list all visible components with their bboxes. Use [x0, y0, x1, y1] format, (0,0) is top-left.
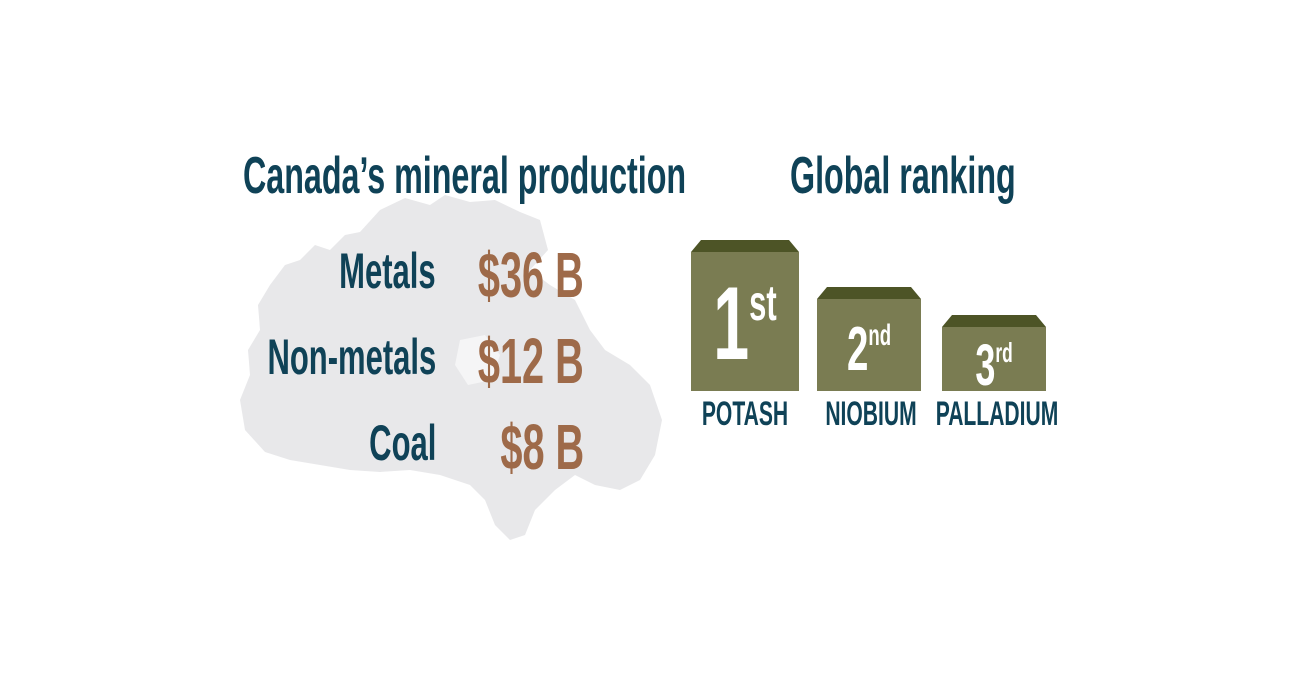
rank-number: 2 [846, 315, 869, 384]
potash-label: POTASH [701, 395, 789, 433]
podium-top [942, 315, 1046, 327]
rank-number: 3 [975, 333, 996, 398]
rank-second: 2nd [847, 319, 891, 381]
rank-first: 1st [713, 272, 776, 376]
rank-number: 1 [713, 266, 750, 382]
podium-second: 2nd [817, 287, 921, 391]
metals-label: Metals [339, 243, 436, 299]
podium-third: 3rd [942, 315, 1046, 395]
canada-map-icon [240, 195, 662, 540]
podium-top [817, 287, 921, 299]
rank-third: 3rd [975, 337, 1012, 395]
podium-body: 1st [691, 252, 799, 391]
coal-value: $8 B [500, 411, 584, 483]
production-title: Canada’s mineral production [243, 147, 687, 205]
rank-suffix: nd [868, 319, 892, 352]
podium-body: 2nd [817, 299, 921, 391]
coal-label: Coal [368, 415, 436, 471]
non-metals-label: Non-metals [267, 329, 436, 385]
metals-value: $36 B [478, 239, 584, 311]
ranking-title: Global ranking [790, 147, 1016, 205]
palladium-label: PALLADIUM [935, 395, 1059, 433]
podium-first: 1st [691, 240, 799, 391]
non-metals-value: $12 B [478, 325, 584, 397]
rank-suffix: rd [995, 337, 1013, 368]
podium-body: 3rd [942, 327, 1046, 395]
rank-suffix: st [749, 275, 777, 331]
podium-top [691, 240, 799, 252]
niobium-label: NIOBIUM [825, 395, 917, 433]
